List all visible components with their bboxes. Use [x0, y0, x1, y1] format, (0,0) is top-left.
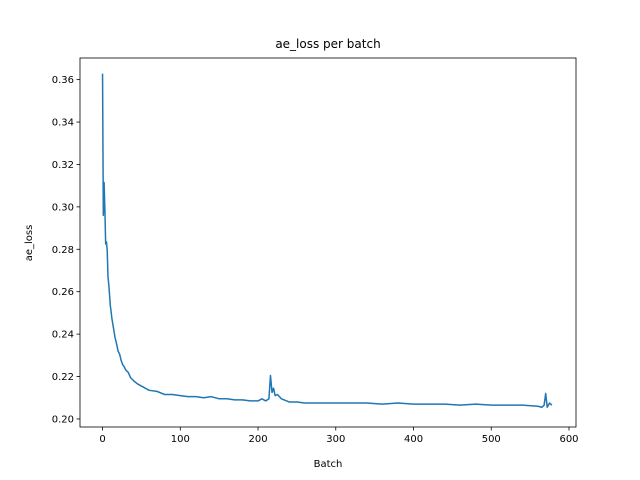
x-tick-label: 300	[326, 434, 345, 445]
y-tick-label: 0.26	[52, 287, 74, 298]
x-tick-label: 400	[404, 434, 423, 445]
plot-frame	[79, 57, 577, 428]
y-tick-label: 0.24	[52, 330, 74, 341]
y-tick-label: 0.28	[52, 245, 74, 256]
y-axis-label: ae_loss	[24, 225, 35, 262]
x-tick-label: 500	[482, 434, 501, 445]
series-line	[101, 73, 553, 409]
plot-area	[101, 73, 553, 409]
x-tick-label: 200	[248, 434, 267, 445]
y-tick-label: 0.20	[52, 414, 74, 425]
y-tick-label: 0.32	[52, 160, 74, 171]
y-tick-label: 0.30	[52, 202, 74, 213]
x-tick-label: 600	[559, 434, 578, 445]
y-tick-label: 0.22	[52, 372, 74, 383]
chart-title: ae_loss per batch	[275, 37, 380, 51]
y-axis: 0.20 0.22 0.24 0.26 0.28 0.30 0.32 0.34 0.36	[52, 75, 80, 425]
y-tick-label: 0.34	[52, 118, 74, 129]
x-tick-label: 100	[171, 434, 190, 445]
x-tick-label: 0	[99, 434, 105, 445]
x-axis: 0 100 200 300 400 500 600	[99, 427, 579, 445]
x-axis-label: Batch	[314, 459, 343, 470]
y-tick-label: 0.36	[52, 75, 74, 86]
